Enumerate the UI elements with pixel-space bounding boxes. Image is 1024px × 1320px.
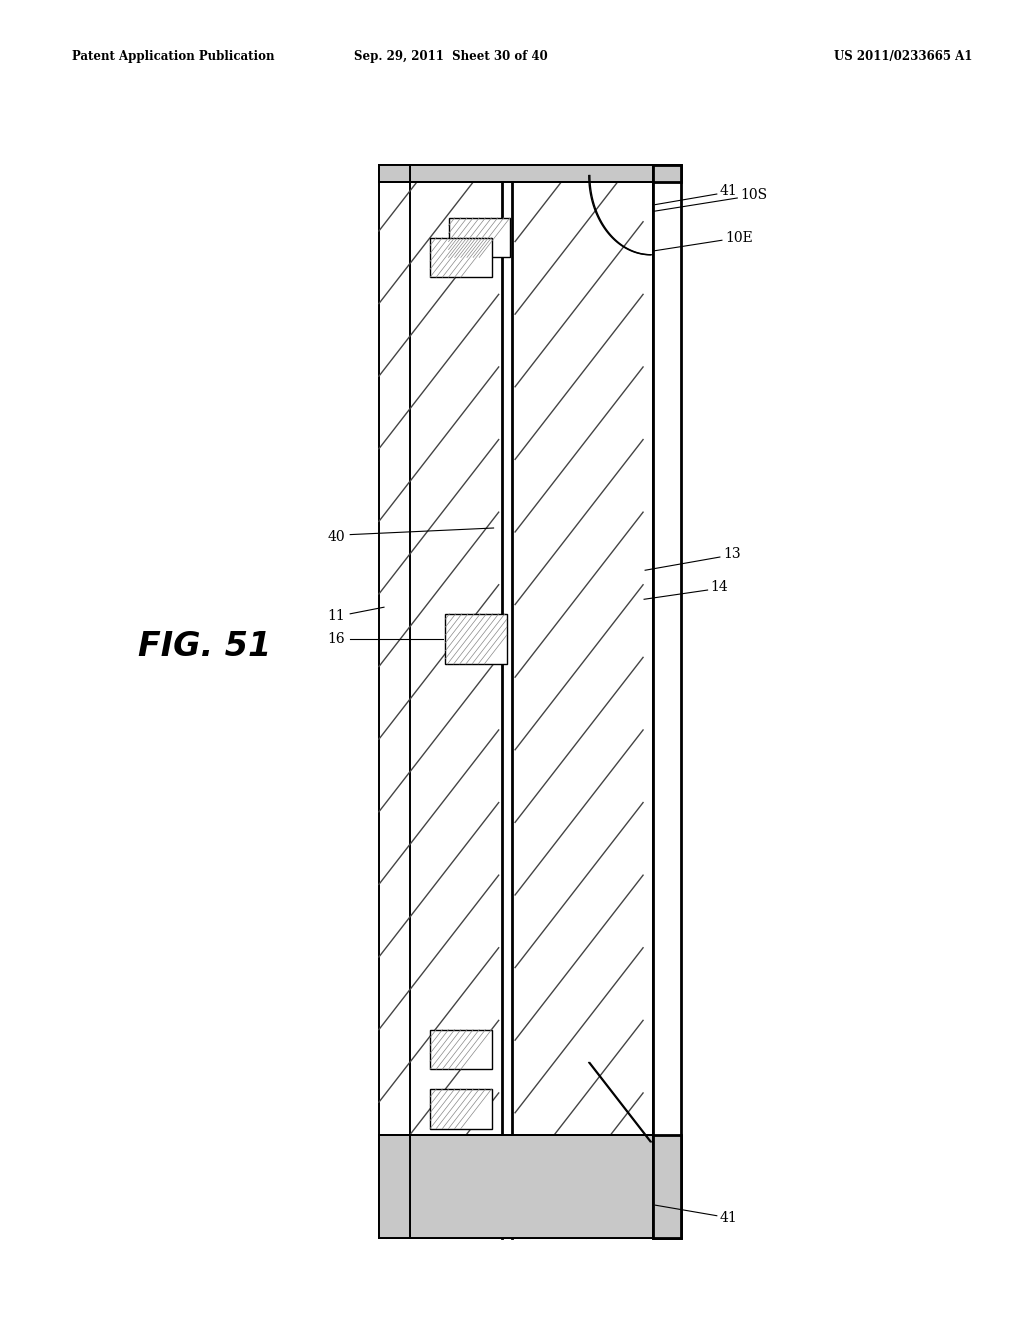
Text: 11: 11 bbox=[328, 610, 345, 623]
Bar bbox=[653, 165, 681, 182]
Bar bbox=[379, 165, 681, 1238]
Text: 41: 41 bbox=[720, 1212, 737, 1225]
Bar bbox=[410, 1135, 653, 1238]
Text: US 2011/0233665 A1: US 2011/0233665 A1 bbox=[835, 50, 973, 63]
Text: 14: 14 bbox=[711, 581, 728, 594]
Bar bbox=[653, 165, 681, 1238]
Text: 10S: 10S bbox=[740, 189, 767, 202]
Text: 10E: 10E bbox=[725, 231, 753, 244]
Bar bbox=[379, 1135, 410, 1238]
Bar bbox=[430, 1030, 492, 1069]
Text: 13: 13 bbox=[723, 548, 740, 561]
Bar bbox=[430, 1089, 492, 1129]
Text: 16: 16 bbox=[328, 632, 345, 645]
Bar bbox=[410, 165, 653, 1238]
Text: Sep. 29, 2011  Sheet 30 of 40: Sep. 29, 2011 Sheet 30 of 40 bbox=[353, 50, 548, 63]
Bar bbox=[449, 218, 510, 257]
Text: 40: 40 bbox=[328, 531, 345, 544]
Bar bbox=[445, 614, 507, 664]
Bar bbox=[410, 165, 653, 182]
Text: FIG. 51: FIG. 51 bbox=[138, 630, 271, 663]
Bar bbox=[379, 165, 410, 182]
Bar bbox=[430, 238, 492, 277]
Text: Patent Application Publication: Patent Application Publication bbox=[72, 50, 274, 63]
Text: 41: 41 bbox=[720, 185, 737, 198]
Bar bbox=[653, 1135, 681, 1238]
